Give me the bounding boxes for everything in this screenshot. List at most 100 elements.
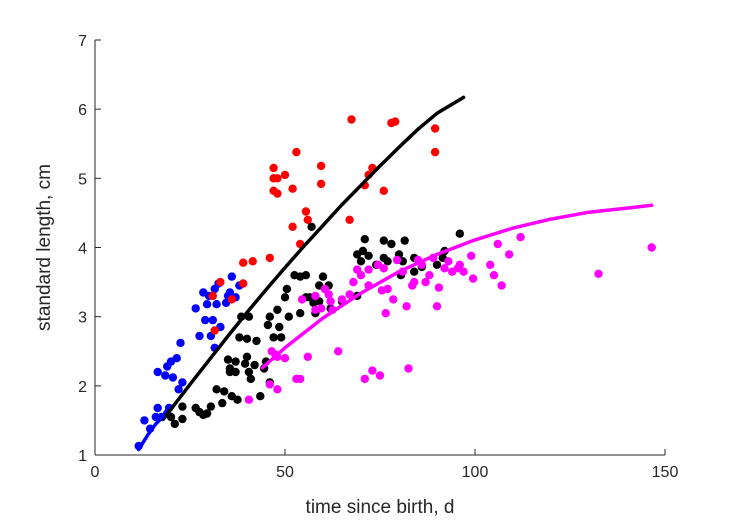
data-point bbox=[153, 403, 162, 413]
data-point bbox=[301, 271, 311, 280]
data-point bbox=[389, 295, 398, 304]
data-point bbox=[176, 338, 185, 348]
data-point bbox=[360, 235, 369, 244]
data-point bbox=[311, 305, 320, 314]
data-point bbox=[486, 260, 495, 269]
data-point bbox=[235, 333, 244, 342]
data-point bbox=[178, 402, 187, 411]
data-point bbox=[273, 385, 282, 394]
data-point bbox=[227, 272, 236, 281]
data-point bbox=[381, 309, 390, 318]
data-point bbox=[191, 304, 200, 313]
data-point bbox=[233, 395, 242, 404]
data-point bbox=[347, 115, 356, 124]
data-point bbox=[227, 295, 236, 304]
data-point bbox=[275, 322, 284, 332]
data-point bbox=[391, 117, 400, 126]
data-point bbox=[256, 392, 265, 401]
data-point bbox=[212, 385, 221, 394]
data-point bbox=[166, 412, 176, 422]
x-axis-label: time since birth, d bbox=[306, 497, 455, 518]
data-point bbox=[178, 378, 187, 387]
data-point bbox=[467, 251, 476, 260]
y-tick-label: 5 bbox=[78, 171, 87, 188]
data-point bbox=[265, 312, 274, 321]
data-point bbox=[239, 279, 248, 288]
axis-ticks: 0 50 100 150 1 2 3 4 5 6 7 bbox=[78, 33, 678, 481]
data-point bbox=[202, 300, 212, 309]
data-point bbox=[252, 336, 261, 346]
data-point bbox=[242, 334, 252, 343]
data-point bbox=[265, 380, 274, 389]
data-point bbox=[277, 333, 286, 342]
data-point bbox=[172, 354, 181, 363]
data-point bbox=[444, 257, 453, 266]
data-point bbox=[453, 264, 463, 273]
data-point bbox=[383, 257, 392, 266]
data-point bbox=[316, 179, 326, 189]
data-point bbox=[242, 352, 252, 361]
data-point bbox=[140, 416, 149, 425]
data-point bbox=[432, 302, 442, 311]
data-point bbox=[273, 305, 282, 314]
y-axis-label: standard length, cm bbox=[34, 164, 55, 331]
y-tick-label: 1 bbox=[78, 448, 87, 465]
data-point bbox=[410, 277, 419, 287]
data-point bbox=[497, 281, 506, 290]
data-point bbox=[356, 271, 366, 280]
y-tick-label: 3 bbox=[78, 310, 87, 327]
data-point bbox=[489, 271, 499, 280]
data-point bbox=[468, 274, 478, 283]
data-point bbox=[280, 354, 290, 363]
data-point bbox=[210, 326, 219, 335]
data-point bbox=[273, 189, 282, 198]
data-point bbox=[195, 331, 204, 341]
data-point bbox=[400, 236, 409, 245]
data-point bbox=[356, 257, 366, 266]
data-point bbox=[360, 374, 369, 384]
data-point bbox=[297, 295, 307, 304]
data-point bbox=[421, 277, 430, 287]
data-point bbox=[349, 277, 358, 287]
data-point bbox=[178, 414, 187, 424]
data-point bbox=[212, 300, 221, 309]
data-point bbox=[288, 222, 297, 231]
data-point bbox=[410, 267, 419, 276]
data-point bbox=[273, 174, 282, 183]
x-tick-label: 150 bbox=[652, 464, 679, 481]
data-point bbox=[201, 315, 210, 325]
data-point bbox=[208, 315, 217, 325]
data-point bbox=[647, 243, 656, 252]
data-point bbox=[174, 385, 183, 394]
data-point bbox=[296, 374, 305, 384]
data-point bbox=[223, 355, 233, 364]
data-point bbox=[345, 290, 354, 299]
data-point bbox=[239, 258, 248, 267]
data-point bbox=[153, 367, 162, 377]
data-point bbox=[292, 147, 301, 157]
data-point bbox=[434, 283, 444, 292]
data-point bbox=[244, 367, 254, 377]
data-point bbox=[430, 147, 440, 157]
y-tick-label: 2 bbox=[78, 379, 87, 396]
data-point bbox=[206, 402, 216, 411]
data-point bbox=[282, 284, 292, 294]
data-point bbox=[303, 352, 312, 361]
data-point bbox=[383, 284, 392, 294]
data-point bbox=[594, 269, 603, 278]
data-point bbox=[368, 366, 377, 375]
data-point bbox=[440, 264, 449, 273]
data-point bbox=[218, 398, 227, 408]
data-point bbox=[231, 367, 240, 377]
data-point bbox=[170, 419, 179, 429]
y-tick-label: 6 bbox=[78, 102, 87, 119]
data-point bbox=[334, 347, 343, 356]
data-point bbox=[301, 207, 311, 216]
data-point bbox=[280, 293, 290, 302]
data-point bbox=[404, 364, 413, 373]
data-point bbox=[358, 246, 368, 256]
data-point bbox=[316, 161, 326, 171]
data-point bbox=[288, 184, 297, 193]
x-tick-label: 100 bbox=[462, 464, 489, 481]
